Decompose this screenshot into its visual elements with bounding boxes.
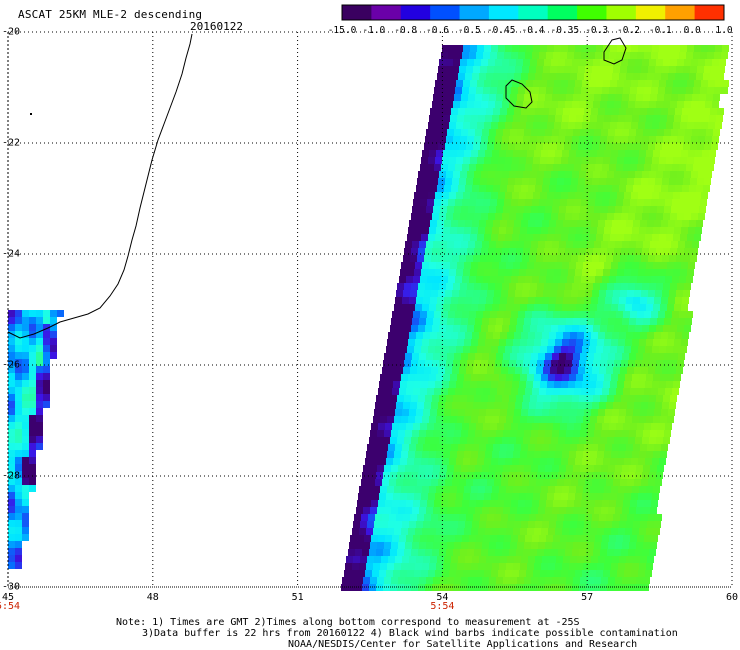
longitude-label: 51 — [291, 592, 304, 603]
latitude-label: -28 — [2, 470, 21, 482]
measurement-time-label: 5:54 — [430, 601, 455, 612]
mauritius-coastline — [603, 37, 627, 65]
colorbar-swatch — [518, 5, 549, 20]
colorbar-tick-label: -0.35 — [550, 25, 580, 36]
colorbar-tick-label: -0.8 — [394, 25, 418, 36]
chart-title: ASCAT 25KM MLE-2 descending — [18, 8, 203, 21]
colorbar — [341, 4, 725, 21]
chart-date: 20160122 — [190, 20, 243, 33]
colorbar-tick-label: -15.0 — [327, 25, 357, 36]
colorbar-tick-label: -0.2 — [617, 25, 640, 36]
colorbar-swatch — [430, 5, 461, 20]
colorbar-tick-label: -0.1 — [648, 25, 672, 36]
note-line-3: NOAA/NESDIS/Center for Satellite Applica… — [288, 639, 638, 650]
map-frame — [7, 31, 733, 588]
colorbar-tick-label: -0.4 — [521, 25, 545, 36]
colorbar-tick-label: -1.0 — [362, 25, 386, 36]
longitude-label: 45 — [1, 592, 15, 603]
ascat-swaths — [8, 45, 729, 591]
colorbar-swatch — [400, 5, 431, 20]
colorbar-swatch — [459, 5, 490, 20]
note-line-1: Note: 1) Times are GMT 2)Times along bot… — [116, 617, 580, 628]
latitude-label: -26 — [2, 359, 21, 371]
note-line-2: 3)Data buffer is 22 hrs from 20160122 4)… — [142, 628, 678, 639]
tromelin-island — [30, 113, 32, 115]
latitude-label: -22 — [2, 137, 21, 149]
coastlines — [7, 33, 627, 339]
colorbar-swatch — [635, 5, 666, 20]
latitude-label: -24 — [2, 248, 21, 260]
longitude-label: 48 — [146, 592, 159, 603]
madagascar-coastline — [7, 33, 193, 339]
colorbar-swatch — [371, 5, 402, 20]
longitude-label: 60 — [725, 592, 739, 603]
longitude-label: 54 — [436, 592, 449, 603]
latitude-label: -20 — [2, 26, 21, 38]
colorbar-frame — [341, 4, 725, 21]
measurement-time-label: 5:54 — [0, 601, 21, 612]
reunion-coastline — [505, 79, 533, 109]
colorbar-swatch — [665, 5, 696, 20]
colorbar-swatch — [694, 5, 725, 20]
colorbar-tick-label: 0.0 — [683, 25, 701, 36]
colorbar-swatch — [606, 5, 637, 20]
colorbar-tick-label: -0.45 — [486, 25, 516, 36]
colorbar-tick-label: 1.0 — [715, 25, 733, 36]
colorbar-tick-label: -0.6 — [426, 25, 449, 36]
colorbar-tick-label: -0.3 — [585, 25, 609, 36]
longitude-label: 57 — [581, 592, 594, 603]
colorbar-swatch — [342, 5, 372, 20]
colorbar-swatch — [547, 5, 578, 20]
colorbar-swatch — [488, 5, 519, 20]
colorbar-swatch — [577, 5, 607, 20]
latitude-label: -30 — [2, 581, 21, 593]
colorbar-tick-label: -0.5 — [457, 25, 481, 36]
